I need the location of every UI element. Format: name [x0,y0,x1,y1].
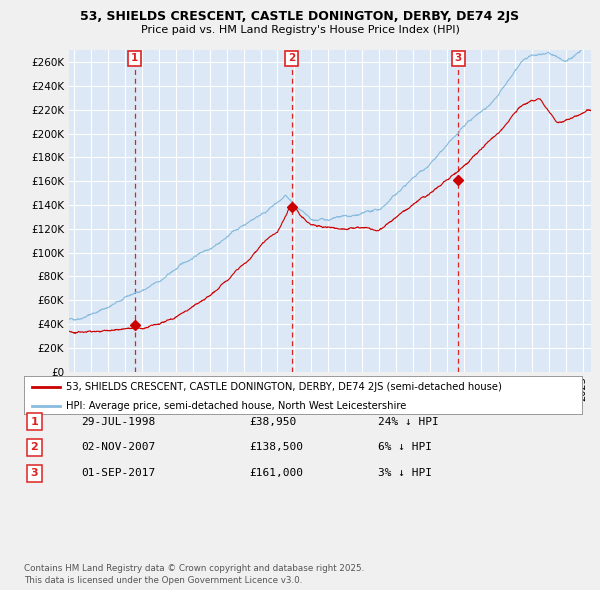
Text: £161,000: £161,000 [249,468,303,478]
Text: 29-JUL-1998: 29-JUL-1998 [81,417,155,427]
Text: £138,500: £138,500 [249,442,303,452]
Text: 2: 2 [31,442,38,452]
Text: 6% ↓ HPI: 6% ↓ HPI [378,442,432,452]
Text: Contains HM Land Registry data © Crown copyright and database right 2025.
This d: Contains HM Land Registry data © Crown c… [24,565,364,585]
Text: Price paid vs. HM Land Registry's House Price Index (HPI): Price paid vs. HM Land Registry's House … [140,25,460,35]
Text: 02-NOV-2007: 02-NOV-2007 [81,442,155,452]
Text: 24% ↓ HPI: 24% ↓ HPI [378,417,439,427]
Text: HPI: Average price, semi-detached house, North West Leicestershire: HPI: Average price, semi-detached house,… [66,401,406,411]
Text: 53, SHIELDS CRESCENT, CASTLE DONINGTON, DERBY, DE74 2JS: 53, SHIELDS CRESCENT, CASTLE DONINGTON, … [80,10,520,23]
Text: £38,950: £38,950 [249,417,296,427]
Text: 2: 2 [288,54,295,64]
Text: 1: 1 [131,54,138,64]
Text: 3: 3 [31,468,38,478]
Text: 3% ↓ HPI: 3% ↓ HPI [378,468,432,478]
Text: 3: 3 [455,54,462,64]
Text: 01-SEP-2017: 01-SEP-2017 [81,468,155,478]
Text: 1: 1 [31,417,38,427]
Text: 53, SHIELDS CRESCENT, CASTLE DONINGTON, DERBY, DE74 2JS (semi-detached house): 53, SHIELDS CRESCENT, CASTLE DONINGTON, … [66,382,502,392]
